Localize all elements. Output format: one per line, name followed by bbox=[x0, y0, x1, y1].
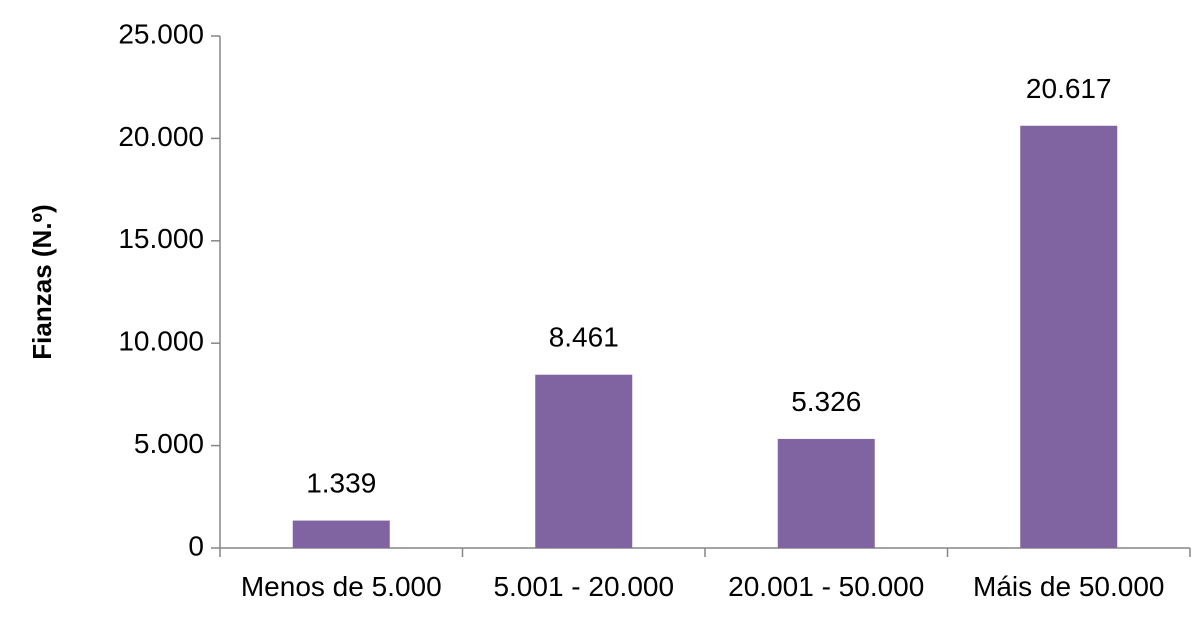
y-tick-label: 20.000 bbox=[118, 121, 204, 152]
bar-value-label: 20.617 bbox=[1026, 73, 1112, 104]
y-tick-label: 10.000 bbox=[118, 326, 204, 357]
x-category-label: Máis de 50.000 bbox=[973, 571, 1164, 602]
y-axis-title: Fianzas (N.º) bbox=[27, 204, 57, 359]
x-category-label: Menos de 5.000 bbox=[241, 571, 442, 602]
bar-value-label: 5.326 bbox=[791, 386, 861, 417]
y-tick-label: 0 bbox=[188, 530, 204, 561]
x-axis: Menos de 5.000 5.001 - 20.000 20.001 - 50.… bbox=[219, 547, 1191, 602]
y-tick-label: 25.000 bbox=[118, 18, 204, 49]
y-tick-label: 5.000 bbox=[134, 428, 204, 459]
data-labels: 1.339 8.461 5.326 20.617 bbox=[306, 73, 1111, 499]
bar bbox=[535, 374, 633, 548]
x-category-label: 20.001 - 50.000 bbox=[728, 571, 924, 602]
bar bbox=[777, 438, 875, 548]
bar-value-label: 8.461 bbox=[549, 322, 619, 353]
x-category-label: 5.001 - 20.000 bbox=[493, 571, 674, 602]
bar bbox=[292, 520, 390, 548]
bar-value-label: 1.339 bbox=[306, 468, 376, 499]
y-tick-label: 15.000 bbox=[118, 223, 204, 254]
y-axis: 0 5.000 10.000 15.000 20.000 25.000 bbox=[118, 18, 221, 561]
bars bbox=[292, 125, 1118, 548]
bar bbox=[1020, 125, 1118, 548]
